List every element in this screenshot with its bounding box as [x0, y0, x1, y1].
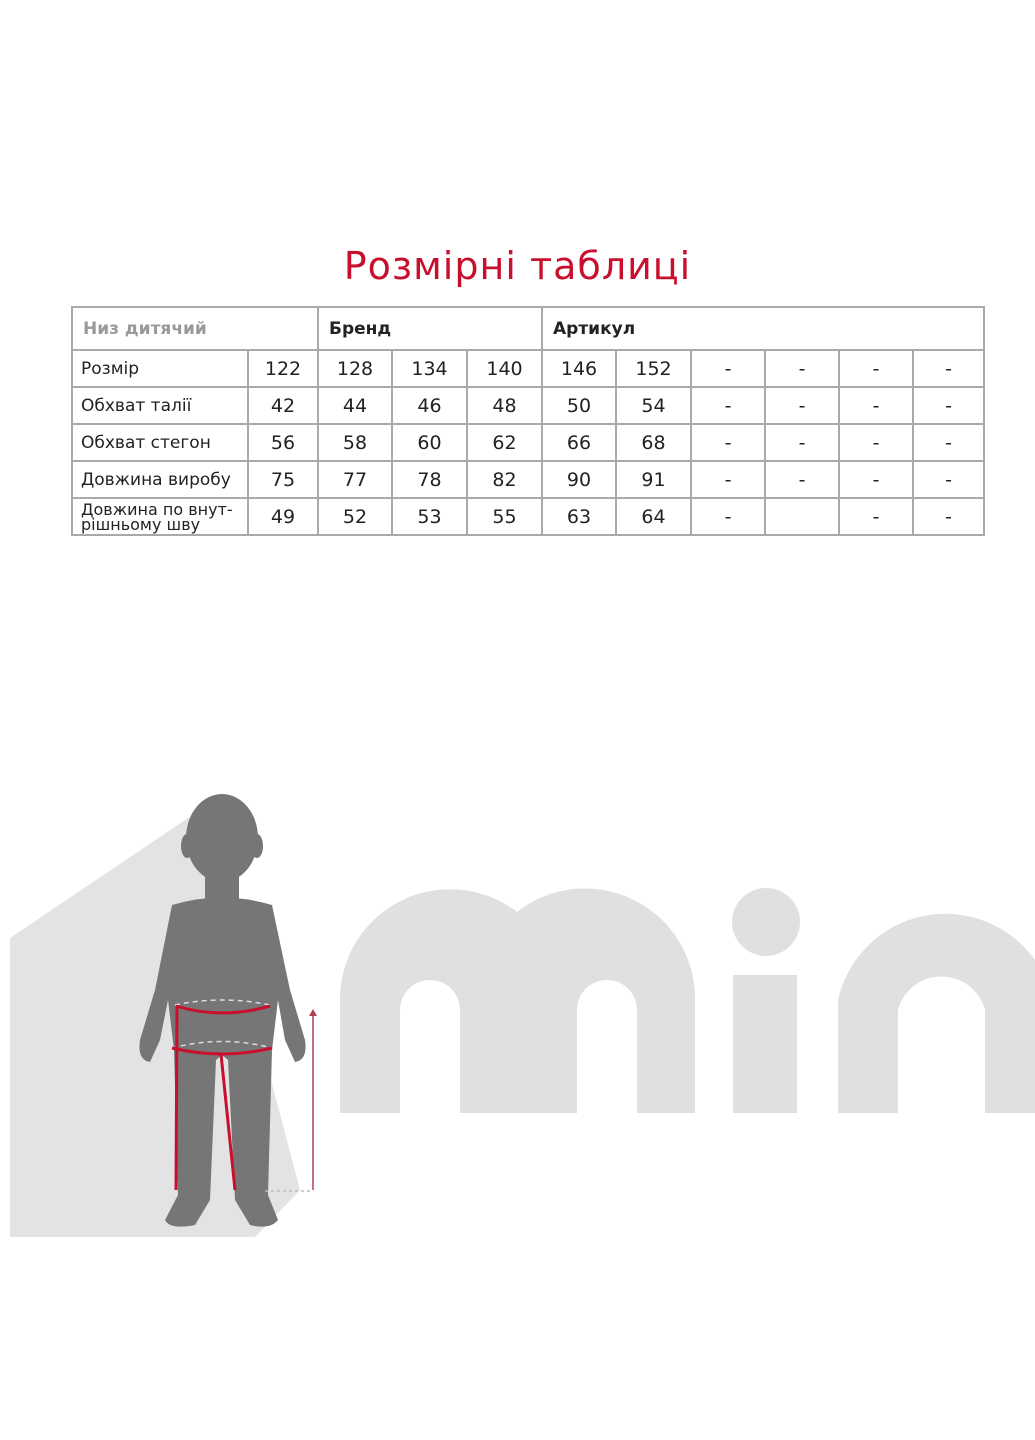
article-label: Артикул: [541, 306, 985, 351]
logo-letter-m: [339, 888, 696, 1113]
table-cell: 78: [391, 460, 468, 499]
table-cell: 46: [391, 386, 468, 425]
table-cell: -: [690, 497, 766, 536]
measurement-lines: [171, 999, 317, 1192]
category-label: Низ дитячий: [71, 306, 319, 351]
table-cell: 56: [247, 423, 319, 462]
brand-logo: [339, 888, 1035, 1113]
table-cell: 42: [247, 386, 319, 425]
table-row: Довжина по внут-рішньому шву 49 52 53 55 63 64…: [71, 497, 985, 536]
table-cell: -: [838, 423, 914, 462]
table-row: Розмір 122 128 134 140 146 152- - - -: [71, 349, 985, 388]
table-cell: 122: [247, 349, 319, 388]
table-cell: 53: [391, 497, 468, 536]
table-cell: -: [690, 349, 766, 388]
waist-measure-line: [175, 1004, 271, 1015]
table-cell: 66: [541, 423, 617, 462]
table-cell: -: [764, 386, 840, 425]
table-cell: 146: [541, 349, 617, 388]
logo-letter-i-dot: [732, 888, 800, 956]
table-cell: 63: [541, 497, 617, 536]
row-label: Довжина по внут-рішньому шву: [71, 497, 249, 536]
table-cell: -: [838, 386, 914, 425]
length-measure-line: [174, 1006, 179, 1191]
row-label: Розмір: [71, 349, 249, 388]
row-label: Обхват талії: [71, 386, 249, 425]
table-cell: [764, 497, 840, 536]
table-cell: 68: [615, 423, 692, 462]
table-cell: 55: [466, 497, 543, 536]
table-cell: 75: [247, 460, 319, 499]
table-cell: -: [690, 460, 766, 499]
table-cell: 134: [391, 349, 468, 388]
table-cell: -: [764, 460, 840, 499]
table-cell: 64: [615, 497, 692, 536]
row-label: Обхват стегон: [71, 423, 249, 462]
table-cell: 82: [466, 460, 543, 499]
table-row: Обхват талії 42 44 46 48 50 54- - - -: [71, 386, 985, 425]
table-cell: -: [838, 497, 914, 536]
table-cell: 91: [615, 460, 692, 499]
table-cell: -: [912, 460, 985, 499]
table-cell: -: [838, 460, 914, 499]
brand-label: Бренд: [317, 306, 543, 351]
table-cell: 49: [247, 497, 319, 536]
table-cell: -: [764, 349, 840, 388]
table-cell: 60: [391, 423, 468, 462]
table-cell: 90: [541, 460, 617, 499]
table-cell: 54: [615, 386, 692, 425]
table-cell: -: [690, 423, 766, 462]
inseam-measure-line: [219, 1053, 237, 1191]
table-row: Довжина виробу 75 77 78 82 90 91- - - -: [71, 460, 985, 499]
table-row: Обхват стегон 56 58 60 62 66 68- - - -: [71, 423, 985, 462]
table-cell: -: [912, 497, 985, 536]
table-cell: 58: [317, 423, 393, 462]
table-header-row: Низ дитячий Бренд Артикул: [71, 306, 985, 351]
table-cell: -: [912, 349, 985, 388]
row-label: Довжина виробу: [71, 460, 249, 499]
table-cell: -: [690, 386, 766, 425]
table-cell: 152: [615, 349, 692, 388]
table-cell: -: [912, 386, 985, 425]
table-cell: -: [912, 423, 985, 462]
logo-letter-i-stem: [733, 975, 797, 1113]
logo-letter-n: [838, 913, 1035, 1113]
table-cell: 50: [541, 386, 617, 425]
table-cell: 128: [317, 349, 393, 388]
table-cell: 140: [466, 349, 543, 388]
table-cell: -: [838, 349, 914, 388]
size-table: Низ дитячий Бренд Артикул Розмір 122 128 13…: [71, 306, 985, 536]
page-title: Розмірні таблиці: [343, 244, 692, 288]
table-cell: 52: [317, 497, 393, 536]
table-cell: 77: [317, 460, 393, 499]
child-silhouette: [139, 794, 306, 1227]
table-cell: 48: [466, 386, 543, 425]
measurement-illustration: [10, 794, 1035, 1237]
table-cell: -: [764, 423, 840, 462]
table-cell: 62: [466, 423, 543, 462]
table-cell: 44: [317, 386, 393, 425]
